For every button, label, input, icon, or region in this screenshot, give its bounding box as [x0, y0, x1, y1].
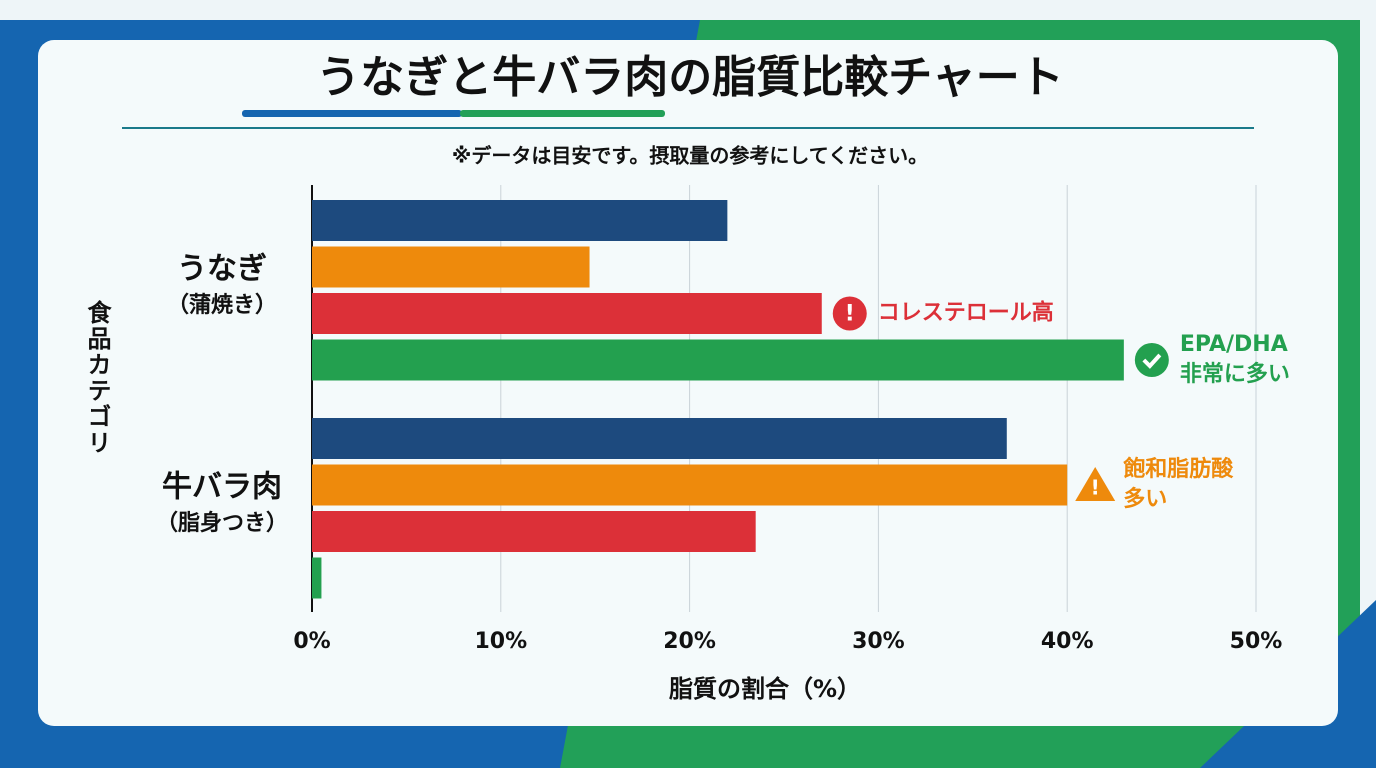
x-tick-label: 10% — [474, 629, 527, 654]
annotation: コレステロール高 — [878, 300, 1054, 326]
x-tick-label: 40% — [1041, 629, 1094, 654]
icon-glyph: ! — [1091, 476, 1100, 500]
bar — [312, 339, 1124, 381]
bar — [312, 293, 822, 334]
bar — [312, 557, 322, 599]
chart-title: うなぎと牛バラ肉の脂質比較チャート — [316, 52, 1064, 103]
annotation: 飽和脂肪酸 — [1122, 456, 1234, 482]
bar — [312, 511, 756, 552]
icon-glyph: ! — [845, 302, 855, 327]
annotation: 非常に多い — [1180, 361, 1290, 387]
x-tick-label: 30% — [852, 629, 905, 654]
y-tick-label: うなぎ — [177, 252, 267, 287]
title-underline — [460, 110, 665, 117]
icon — [1075, 467, 1116, 501]
x-tick-label: 0% — [293, 629, 330, 654]
y-tick-label: 牛バラ肉 — [162, 470, 282, 505]
y-axis-label: 食品カテゴリ — [83, 300, 111, 456]
annotation: 多い — [1123, 486, 1167, 512]
bar — [312, 200, 728, 241]
bar — [312, 418, 1007, 459]
icon — [832, 296, 867, 331]
bar — [312, 246, 590, 288]
y-tick-sublabel: （脂身つき） — [156, 510, 288, 536]
subtitle: ※データは目安です。摂取量の参考にしてください。 — [452, 144, 928, 168]
x-tick-label: 20% — [663, 629, 716, 654]
icon-glyph — [1142, 353, 1162, 369]
y-tick-sublabel: （蒲焼き） — [167, 292, 277, 318]
title-underline — [242, 110, 462, 117]
icon — [1134, 343, 1169, 377]
bar — [312, 464, 1068, 506]
x-tick-label: 50% — [1230, 629, 1283, 654]
x-axis-label: 脂質の割合（%） — [669, 675, 861, 703]
annotation: EPA/DHA — [1180, 332, 1288, 357]
